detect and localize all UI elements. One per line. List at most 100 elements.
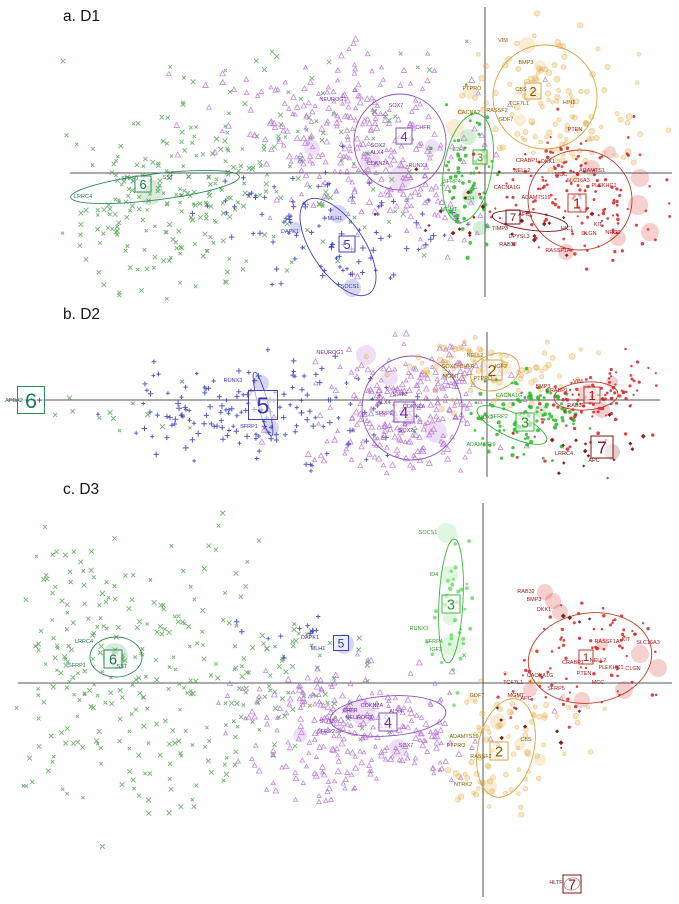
gene-label: NEUROG1: [345, 715, 372, 721]
cluster-2-number: 2: [495, 744, 503, 760]
cluster-7-box: 7: [590, 435, 614, 459]
cluster-3-number: 3: [477, 152, 483, 164]
cluster-4-box: 4: [393, 401, 415, 423]
gene-label: CDKN2A: [367, 161, 390, 167]
gene-label: SFRP1: [240, 424, 258, 430]
cluster-5-box: 5: [333, 635, 349, 651]
gene-label: MCC: [592, 680, 605, 686]
gene-label: SOCS1: [419, 530, 438, 536]
gene-label: SFRP2: [317, 729, 335, 735]
gene-label: CLGN: [581, 231, 596, 237]
cluster-7-points: [495, 613, 592, 746]
gene-label: ALX4: [389, 709, 402, 715]
gene-label: MGMT: [443, 374, 460, 380]
gene-label: SLC16A3: [636, 640, 660, 646]
gene-label: PTEN: [568, 127, 583, 133]
gene-label: HIC1: [561, 226, 574, 232]
gene-label: CRABP1: [516, 158, 538, 164]
cluster-1-ellipse: [527, 149, 633, 251]
cluster-4-ellipse: [361, 355, 463, 461]
gene-label: MLH1: [311, 646, 326, 652]
gene-label: SST: [163, 175, 174, 181]
gene-label: SFRP4: [425, 639, 443, 645]
gene-label: RUNX3: [410, 626, 429, 632]
cluster-7-points: [549, 412, 646, 476]
gene-label: IGF2: [430, 647, 442, 653]
cluster-7-ellipse: [491, 210, 569, 232]
gene-label: GDF7: [499, 117, 514, 123]
gene-label: DPYSL3: [508, 234, 529, 240]
cluster-5-number: 5: [338, 637, 345, 651]
gene-label: RASSF2: [470, 754, 491, 760]
gene-label: PTPRO: [447, 743, 467, 749]
cluster-5-ellipse: [299, 197, 377, 297]
cluster-6-gene-labels: LRRC4 SFRP1 SST: [68, 639, 128, 670]
cluster-4-number: 4: [400, 405, 409, 422]
gene-label: SOX7: [389, 103, 404, 109]
cluster-3-number: 3: [447, 597, 455, 613]
gene-label: BMP3: [527, 597, 542, 603]
gene-label: SOCS1: [341, 284, 360, 290]
cluster-6-gene-labels: SFRP1 SST LRRC4: [74, 175, 174, 200]
gene-label: NELL2: [514, 168, 531, 174]
cluster-5-box: 5: [248, 390, 278, 420]
cluster-2-ellipse: [476, 698, 536, 798]
cluster-6-number: 6: [139, 177, 146, 192]
gene-label: RASSF2: [486, 108, 507, 114]
gene-label: CHFR: [415, 125, 430, 131]
cluster-1-box: 1: [578, 649, 594, 665]
panel-b-title: b. D2: [63, 306, 101, 323]
gene-label: APC: [518, 212, 529, 218]
gene-label: ADAMTS1: [579, 168, 605, 174]
cluster-4-box: 4: [378, 712, 398, 732]
gene-label: SLIT2: [393, 392, 408, 398]
gene-label: MCC: [555, 172, 568, 178]
gene-label: VIM: [573, 379, 583, 385]
gene-label: PTPRO: [463, 86, 483, 92]
gene-label: CRABP1: [562, 660, 584, 666]
gene-label: PTEN: [577, 671, 592, 677]
gene-label: PLEKHC1: [591, 183, 616, 189]
cluster-5-number: 5: [343, 237, 350, 252]
cluster-5-gene-labels: MLH1 DAPK1 SOCS1: [281, 216, 359, 290]
cluster-5-points: [37, 347, 421, 474]
panel-a-title: a. D1: [63, 8, 101, 25]
cluster-6-ellipse: [89, 636, 143, 678]
gene-label: APC: [520, 696, 531, 702]
cluster-3-box: 3: [441, 594, 461, 614]
cluster-3-points: [429, 83, 500, 261]
cluster-7-number: 7: [510, 212, 516, 224]
cluster-4-number: 4: [384, 715, 392, 731]
cluster-1-ellipse: [527, 612, 653, 704]
cluster-6-points: [60, 39, 469, 301]
gene-label: E2F3: [452, 147, 465, 153]
gene-label: CACNA1G: [494, 185, 521, 191]
gene-label: RAB32: [499, 242, 516, 248]
gene-label: TIMP3: [492, 226, 508, 232]
gene-label: ID4: [430, 572, 439, 578]
cluster-2-box: 2: [481, 359, 503, 381]
gene-label: CHFR: [342, 708, 357, 714]
gene-label: HIN1: [563, 100, 576, 106]
cluster-5-gene-labels: RUNX3 SFRP1: [224, 378, 258, 430]
gene-label: LRRC4: [74, 194, 92, 200]
cluster-1-number: 1: [583, 652, 589, 664]
gene-label: CLGN: [625, 666, 640, 672]
gene-label: SLIT2: [320, 719, 335, 725]
gene-label: CHFR: [459, 364, 474, 370]
cluster-1-gene-labels: RAB32 BMP3 DKK1 RASSF1A KIT SLC16A3 CRABP1 NELL…: [503, 589, 660, 702]
cluster-2-blobs: [467, 693, 546, 795]
gene-label: NRG2: [605, 230, 620, 236]
gene-label: TCF7L1: [509, 101, 529, 107]
gene-label: CACNA2: [458, 110, 480, 116]
gene-label: SST: [117, 664, 128, 670]
gene-label: SFRP4: [443, 179, 461, 185]
